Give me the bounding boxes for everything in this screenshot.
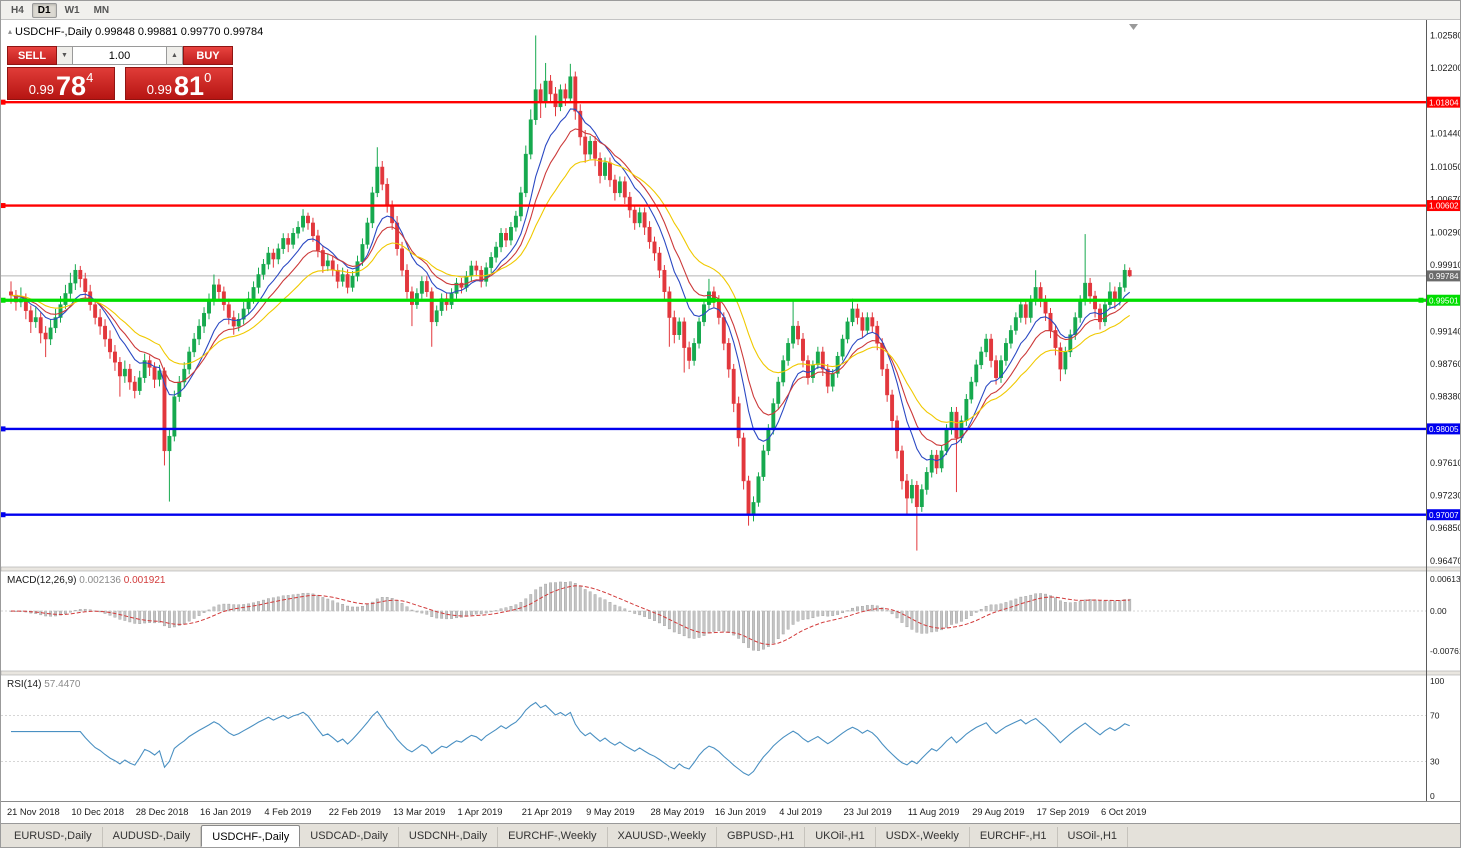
svg-text:0.98380: 0.98380 [1430, 392, 1461, 402]
svg-text:28 Dec 2018: 28 Dec 2018 [136, 807, 189, 817]
svg-text:29 Aug 2019: 29 Aug 2019 [972, 807, 1024, 817]
sell-price-box[interactable]: 0.99 78 4 [7, 67, 115, 100]
svg-text:RSI(14) 57.4470: RSI(14) 57.4470 [7, 679, 81, 690]
buy-price-prefix: 0.99 [146, 81, 173, 97]
svg-text:1.00602: 1.00602 [1429, 202, 1459, 211]
chart-tab[interactable]: XAUUSD-,Weekly [608, 827, 717, 847]
svg-text:22 Feb 2019: 22 Feb 2019 [329, 807, 381, 817]
svg-text:0.99784: 0.99784 [1429, 272, 1459, 281]
svg-text:16 Jan 2019: 16 Jan 2019 [200, 807, 251, 817]
symbol-header: ▴ USDCHF-,Daily 0.99848 0.99881 0.99770 0… [8, 26, 263, 38]
buy-price-sup: 0 [204, 70, 212, 85]
svg-text:11 Aug 2019: 11 Aug 2019 [908, 807, 960, 817]
buy-button[interactable]: BUY [183, 46, 233, 65]
sell-button[interactable]: SELL [7, 46, 57, 65]
svg-text:0.99910: 0.99910 [1430, 260, 1461, 270]
svg-text:0.97610: 0.97610 [1430, 458, 1461, 468]
svg-text:16 Jun 2019: 16 Jun 2019 [715, 807, 766, 817]
svg-text:0: 0 [1430, 791, 1435, 801]
chart-tab[interactable]: EURCHF-,H1 [970, 827, 1058, 847]
svg-text:1.01440: 1.01440 [1430, 128, 1461, 138]
chart-tab[interactable]: USOil-,H1 [1058, 827, 1129, 847]
svg-text:21 Apr 2019: 21 Apr 2019 [522, 807, 572, 817]
date-axis: 21 Nov 2018 10 Dec 2018 28 Dec 2018 16 Jan … [7, 807, 1146, 817]
collapse-arrow-icon[interactable]: ▴ [8, 27, 13, 36]
svg-text:4 Feb 2019: 4 Feb 2019 [264, 807, 311, 817]
volume-increase-icon[interactable]: ▲ [167, 46, 183, 65]
svg-text:0.96470: 0.96470 [1430, 556, 1461, 566]
svg-text:10 Dec 2018: 10 Dec 2018 [71, 807, 124, 817]
chart-tab-bar: EURUSD-,Daily AUDUSD-,Daily USDCHF-,Daily U… [1, 823, 1460, 847]
chart-frame [1, 20, 1460, 825]
one-click-trade-panel: SELL ▼ ▲ BUY 0.99 78 4 0.99 81 0 [7, 46, 233, 100]
svg-text:0.96850: 0.96850 [1430, 523, 1461, 533]
chart-canvas[interactable]: 1.02580 1.02200 1.01440 1.01050 1.00670 1.002… [1, 20, 1461, 825]
chart-tab[interactable]: AUDUSD-,Daily [103, 827, 202, 847]
svg-text:MACD(12,26,9) 0.002136 0.00192: MACD(12,26,9) 0.002136 0.001921 [7, 575, 166, 586]
svg-text:1.01050: 1.01050 [1430, 162, 1461, 172]
svg-text:0.97007: 0.97007 [1429, 511, 1459, 520]
svg-text:28 May 2019: 28 May 2019 [651, 807, 705, 817]
svg-text:-0.0076122: -0.0076122 [1430, 646, 1461, 656]
volume-decrease-icon[interactable]: ▼ [57, 46, 73, 65]
svg-text:0.00: 0.00 [1430, 606, 1447, 616]
price-axis: 1.02580 1.02200 1.01440 1.01050 1.00670 1.002… [1430, 30, 1461, 566]
timeframe-button-h4[interactable]: H4 [11, 4, 24, 16]
rsi-panel: 100 70 30 0 RSI(14) 57.4470 [1, 676, 1444, 801]
chart-tab[interactable]: USDCNH-,Daily [399, 827, 499, 847]
svg-text:0.98005: 0.98005 [1429, 425, 1459, 434]
sell-price-sup: 4 [86, 70, 94, 85]
svg-text:100: 100 [1430, 676, 1444, 686]
svg-text:1.00670: 1.00670 [1430, 195, 1461, 205]
svg-text:1 Apr 2019: 1 Apr 2019 [457, 807, 502, 817]
svg-text:0.99140: 0.99140 [1430, 326, 1461, 336]
symbol-ohlc-text: USDCHF-,Daily 0.99848 0.99881 0.99770 0.… [15, 26, 264, 38]
sell-price-big: 78 [56, 70, 87, 101]
buy-price-box[interactable]: 0.99 81 0 [125, 67, 233, 100]
price-tags: 1.01804 1.00602 0.99501 0.98005 0.97007 0.997… [1427, 96, 1460, 521]
sell-price-prefix: 0.99 [28, 81, 55, 97]
chart-tab[interactable]: UKOil-,H1 [805, 827, 876, 847]
timeframe-toolbar: H4 D1 W1 MN [1, 1, 1460, 20]
svg-text:0.98760: 0.98760 [1430, 359, 1461, 369]
macd-label: MACD(12,26,9) 0.002136 0.001921 0.00613 0.… [7, 574, 1461, 656]
macd-signal-line [10, 585, 1130, 645]
timeframe-button-d1[interactable]: D1 [31, 2, 57, 18]
chart-tab[interactable]: USDCHF-,Daily [201, 825, 301, 847]
candlestick-series [9, 35, 1132, 551]
horizontal-level-lines[interactable] [1, 99, 1426, 518]
svg-text:1.02200: 1.02200 [1430, 63, 1461, 73]
svg-text:6 Oct 2019: 6 Oct 2019 [1101, 807, 1146, 817]
chart-tab[interactable]: GBPUSD-,H1 [717, 827, 806, 847]
timeframe-button-w1[interactable]: W1 [64, 4, 80, 16]
svg-text:13 Mar 2019: 13 Mar 2019 [393, 807, 445, 817]
chart-tab[interactable]: EURCHF-,Weekly [498, 827, 608, 847]
svg-text:4 Jul 2019: 4 Jul 2019 [779, 807, 822, 817]
chart-tab[interactable]: USDCAD-,Daily [300, 827, 399, 847]
svg-text:21 Nov 2018: 21 Nov 2018 [7, 807, 60, 817]
svg-text:1.00290: 1.00290 [1430, 227, 1461, 237]
chart-tab[interactable]: EURUSD-,Daily [4, 827, 103, 847]
svg-text:1.01804: 1.01804 [1429, 98, 1459, 107]
svg-text:0.00613: 0.00613 [1430, 574, 1461, 584]
svg-text:17 Sep 2019: 17 Sep 2019 [1037, 807, 1090, 817]
svg-text:9 May 2019: 9 May 2019 [586, 807, 635, 817]
volume-input[interactable] [73, 46, 167, 65]
svg-text:0.99501: 0.99501 [1429, 296, 1459, 305]
svg-text:1.02580: 1.02580 [1430, 30, 1461, 40]
buy-price-big: 81 [174, 70, 205, 101]
svg-text:23 Jul 2019: 23 Jul 2019 [844, 807, 892, 817]
svg-text:70: 70 [1430, 711, 1440, 721]
svg-text:30: 30 [1430, 757, 1440, 767]
moving-average-lines [10, 108, 1131, 462]
svg-text:0.97230: 0.97230 [1430, 491, 1461, 501]
chart-tab[interactable]: USDX-,Weekly [876, 827, 970, 847]
autoscroll-marker-icon[interactable] [1129, 24, 1138, 30]
timeframe-button-mn[interactable]: MN [93, 4, 110, 16]
